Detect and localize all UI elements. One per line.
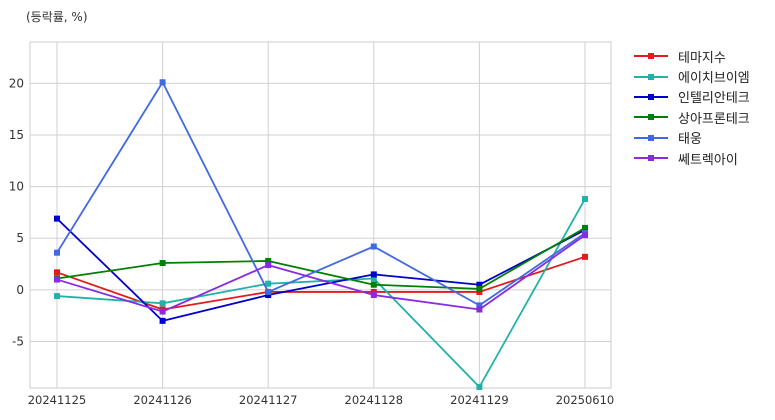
data-point: [370, 243, 377, 250]
data-point: [54, 269, 60, 276]
legend-label: 인텔리안테크: [678, 91, 750, 107]
legend-marker: [648, 134, 654, 141]
y-tick-label: 10: [9, 180, 24, 194]
legend-item: 상아프론테크: [634, 107, 750, 127]
series-line: [56, 217, 586, 322]
legend-marker: [648, 93, 654, 100]
legend-item: 쎄트렉아이: [634, 148, 750, 168]
data-point: [476, 288, 483, 295]
series-line: [56, 198, 586, 388]
legend-label: 테마지수: [678, 50, 726, 66]
data-point: [582, 195, 588, 202]
legend-item: 테마지수: [634, 46, 750, 66]
legend-swatch: [634, 131, 668, 145]
legend-label: 태웅: [678, 132, 702, 148]
data-point: [54, 293, 60, 300]
data-point: [265, 262, 272, 269]
legend-swatch: [634, 70, 668, 84]
x-tick-label: 20250610: [556, 393, 615, 407]
x-tick-label: 20241128: [345, 393, 404, 407]
y-tick-label: -5: [12, 335, 24, 349]
series-line: [56, 81, 586, 307]
data-point: [265, 280, 272, 287]
data-point: [476, 281, 483, 288]
data-point: [476, 306, 483, 313]
y-tick-label: 5: [16, 231, 24, 245]
y-unit-label: (등락률, %): [26, 10, 88, 24]
legend-item: 에이치브이엠: [634, 66, 750, 86]
data-point: [582, 232, 588, 239]
y-tick-label: 15: [9, 128, 24, 142]
legend-item: 인텔리안테크: [634, 87, 750, 107]
plot-area: [29, 41, 612, 389]
legend-swatch: [634, 151, 668, 165]
legend-marker: [648, 73, 654, 80]
legend-item: 태웅: [634, 128, 750, 148]
data-point: [370, 288, 377, 295]
legend-label: 상아프론테크: [678, 111, 750, 127]
data-point: [370, 271, 377, 278]
series-line: [56, 234, 586, 313]
data-point: [265, 292, 272, 299]
data-point: [582, 253, 588, 260]
data-point: [476, 285, 483, 292]
legend-label: 쎄트렉아이: [678, 152, 738, 168]
series-line: [56, 227, 586, 290]
data-point: [265, 288, 272, 295]
legend-marker: [648, 114, 654, 121]
y-tick-label: 0: [16, 283, 24, 297]
series-1: [54, 195, 588, 390]
data-point: [476, 302, 483, 309]
data-point: [54, 215, 60, 222]
data-point: [159, 260, 166, 267]
legend-marker: [648, 53, 654, 60]
x-tick-label: 20241126: [133, 393, 192, 407]
legend-swatch: [634, 90, 668, 104]
data-point: [54, 249, 60, 256]
series-5: [54, 232, 588, 315]
data-point: [476, 383, 483, 390]
legend-swatch: [634, 49, 668, 63]
x-tick-label: 20241127: [239, 393, 298, 407]
data-point: [159, 300, 166, 307]
legend-marker: [648, 155, 654, 162]
data-point: [370, 275, 377, 282]
data-point: [582, 224, 588, 231]
data-point: [370, 281, 377, 288]
y-tick-label: 20: [9, 76, 24, 90]
data-point: [370, 292, 377, 299]
data-point: [265, 257, 272, 264]
data-point: [159, 79, 166, 86]
legend-swatch: [634, 110, 668, 124]
legend-label: 에이치브이엠: [678, 71, 750, 87]
x-tick-label: 20241125: [28, 393, 87, 407]
x-tick-label: 20241129: [450, 393, 509, 407]
data-point: [54, 276, 60, 283]
data-point: [159, 317, 166, 324]
data-point: [159, 308, 166, 315]
